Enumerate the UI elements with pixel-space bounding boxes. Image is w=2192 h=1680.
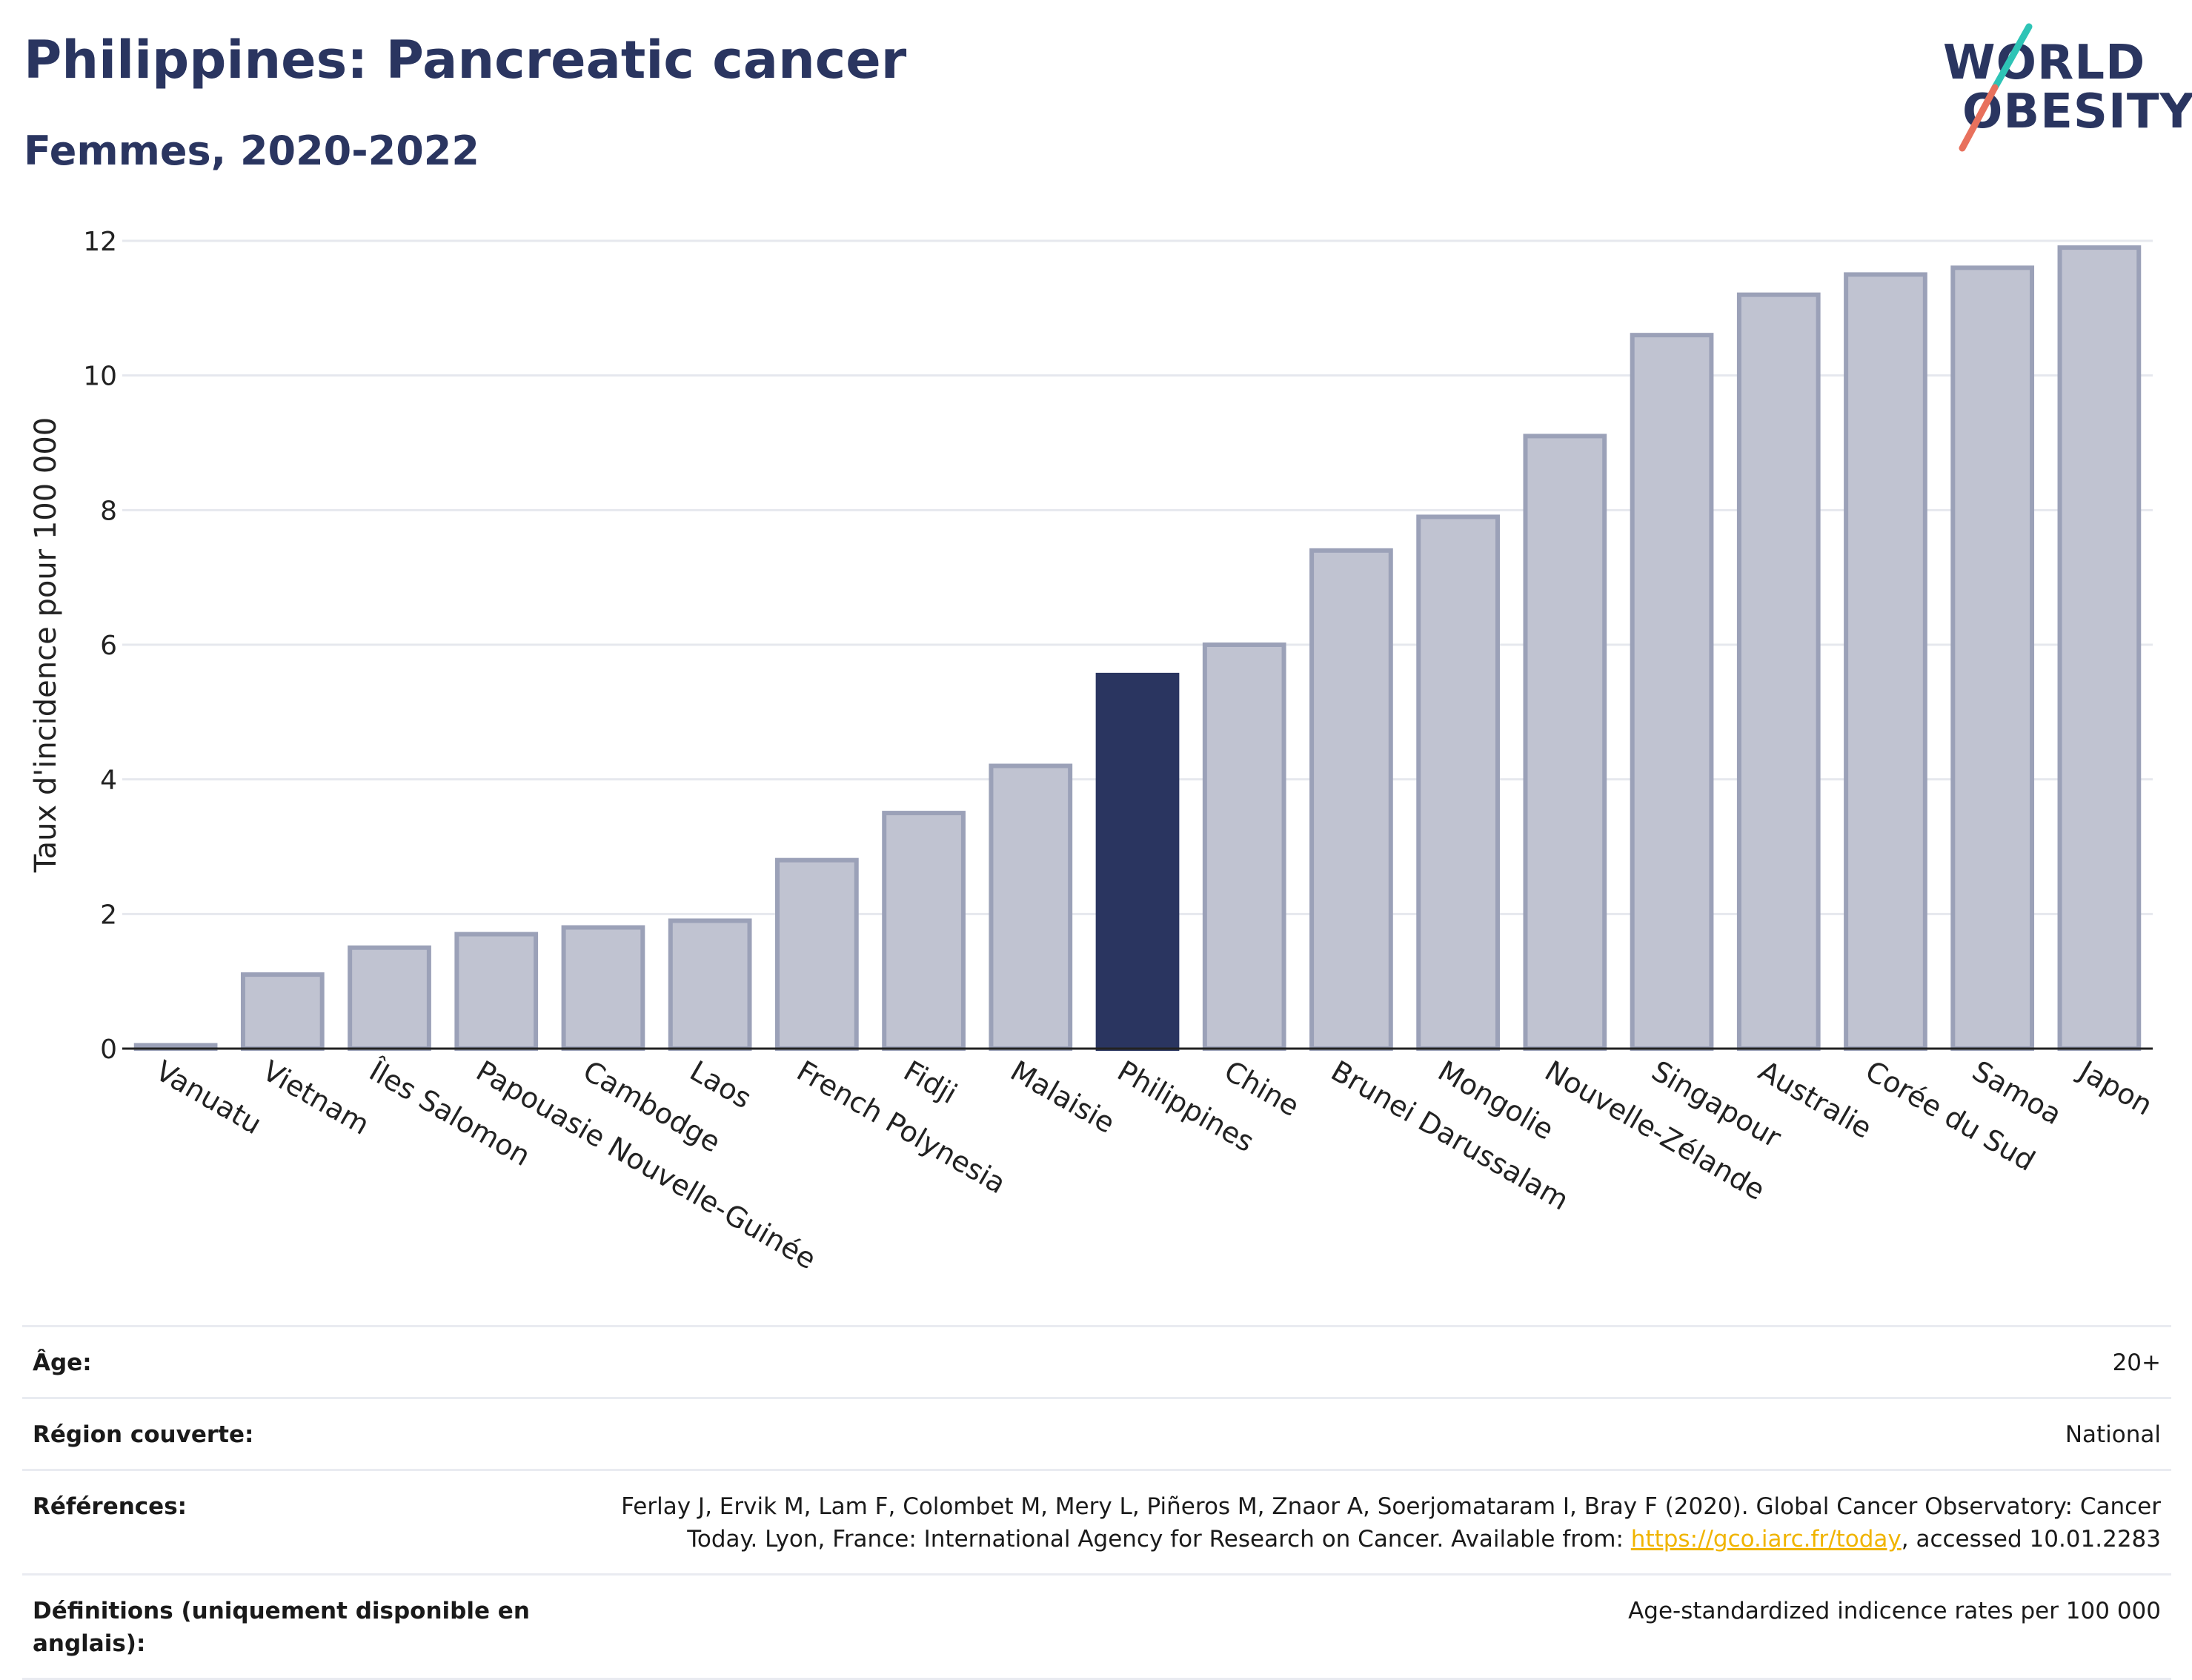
x-tick-label: Japon (2073, 1054, 2158, 1122)
definitions-value: Age-standardized indicence rates per 100… (1628, 1598, 2161, 1624)
bars (133, 245, 2142, 1052)
bar-laos[interactable] (668, 918, 752, 1052)
x-tick-label: Laos (685, 1055, 757, 1115)
x-tick-label: Malaisie (1005, 1055, 1120, 1140)
details-row-definitions: Définitions (uniquement disponible en an… (22, 1573, 2171, 1680)
bar-vietnam[interactable] (240, 972, 325, 1052)
bar-samoa[interactable] (1950, 265, 2035, 1051)
bar-nouvelle-z-lande[interactable] (1523, 434, 1607, 1051)
x-tick-label: Fidji (898, 1055, 963, 1111)
bar-japon[interactable] (2057, 245, 2142, 1051)
references-suffix: , accessed 10.01.2283 (1901, 1526, 2161, 1553)
y-axis-label: Taux d'incidence pour 100 000 (29, 417, 63, 873)
age-label: Âge: (33, 1349, 92, 1376)
y-tick-label: 0 (100, 1035, 117, 1065)
y-tick-label: 8 (100, 496, 117, 526)
references-text: Ferlay J, Ervik M, Lam F, Colombet M, Me… (621, 1493, 2161, 1553)
y-tick-label: 12 (83, 227, 117, 257)
bar-brunei-darussalam[interactable] (1309, 548, 1393, 1052)
details-table: Âge: 20+ Région couverte: National Référ… (22, 1325, 2171, 1680)
chart-subtitle: Femmes, 2020-2022 (24, 127, 479, 174)
x-tick-label: Vietnam (257, 1055, 375, 1141)
bar-mongolie[interactable] (1416, 514, 1500, 1051)
references-value: Ferlay J, Ervik M, Lam F, Colombet M, Me… (568, 1490, 2161, 1556)
bar-cor-e-du-sud[interactable] (1844, 272, 1927, 1052)
bar-cambodge[interactable] (561, 925, 645, 1051)
x-tick-label: Chine (1219, 1055, 1305, 1123)
y-tick-label: 4 (100, 766, 117, 796)
region-label: Région couverte: (33, 1421, 254, 1448)
logo-line-2: OBESITY (1962, 84, 2192, 139)
bar-french-polynesia[interactable] (775, 857, 859, 1052)
details-row-references: Références: Ferlay J, Ervik M, Lam F, Co… (22, 1469, 2171, 1573)
bar-fidji[interactable] (882, 811, 966, 1051)
logo-line-1: WORLD (1943, 36, 2146, 90)
region-value: National (2065, 1421, 2161, 1448)
logo-slash-icon (1959, 23, 2033, 152)
y-tick-label: 6 (100, 631, 117, 661)
world-obesity-logo: WORLD OBESITY (1934, 22, 2192, 156)
bar-singapour[interactable] (1630, 333, 1714, 1051)
bar-chine[interactable] (1202, 643, 1286, 1051)
details-row-age: Âge: 20+ (22, 1325, 2171, 1397)
details-row-region: Région couverte: National (22, 1397, 2171, 1469)
y-axis-ticks: 0 2 4 6 8 10 12 (83, 227, 117, 1065)
x-tick-label: Vanuatu (150, 1055, 268, 1141)
bar-papouasie-nouvelle-guin-e[interactable] (454, 932, 539, 1051)
age-value: 20+ (2112, 1349, 2161, 1376)
bar-australie[interactable] (1736, 292, 1821, 1051)
bar--les-salomon[interactable] (348, 945, 431, 1051)
y-tick-label: 2 (100, 900, 117, 930)
references-link[interactable]: https://gco.iarc.fr/today (1630, 1526, 1902, 1553)
bar-malaisie[interactable] (989, 763, 1073, 1051)
references-label: Références: (33, 1493, 187, 1520)
chart-title: Philippines: Pancreatic cancer (24, 30, 907, 90)
definitions-label: Définitions (uniquement disponible en an… (33, 1598, 530, 1657)
y-tick-label: 10 (83, 362, 117, 392)
bar-philippines[interactable] (1095, 672, 1180, 1051)
